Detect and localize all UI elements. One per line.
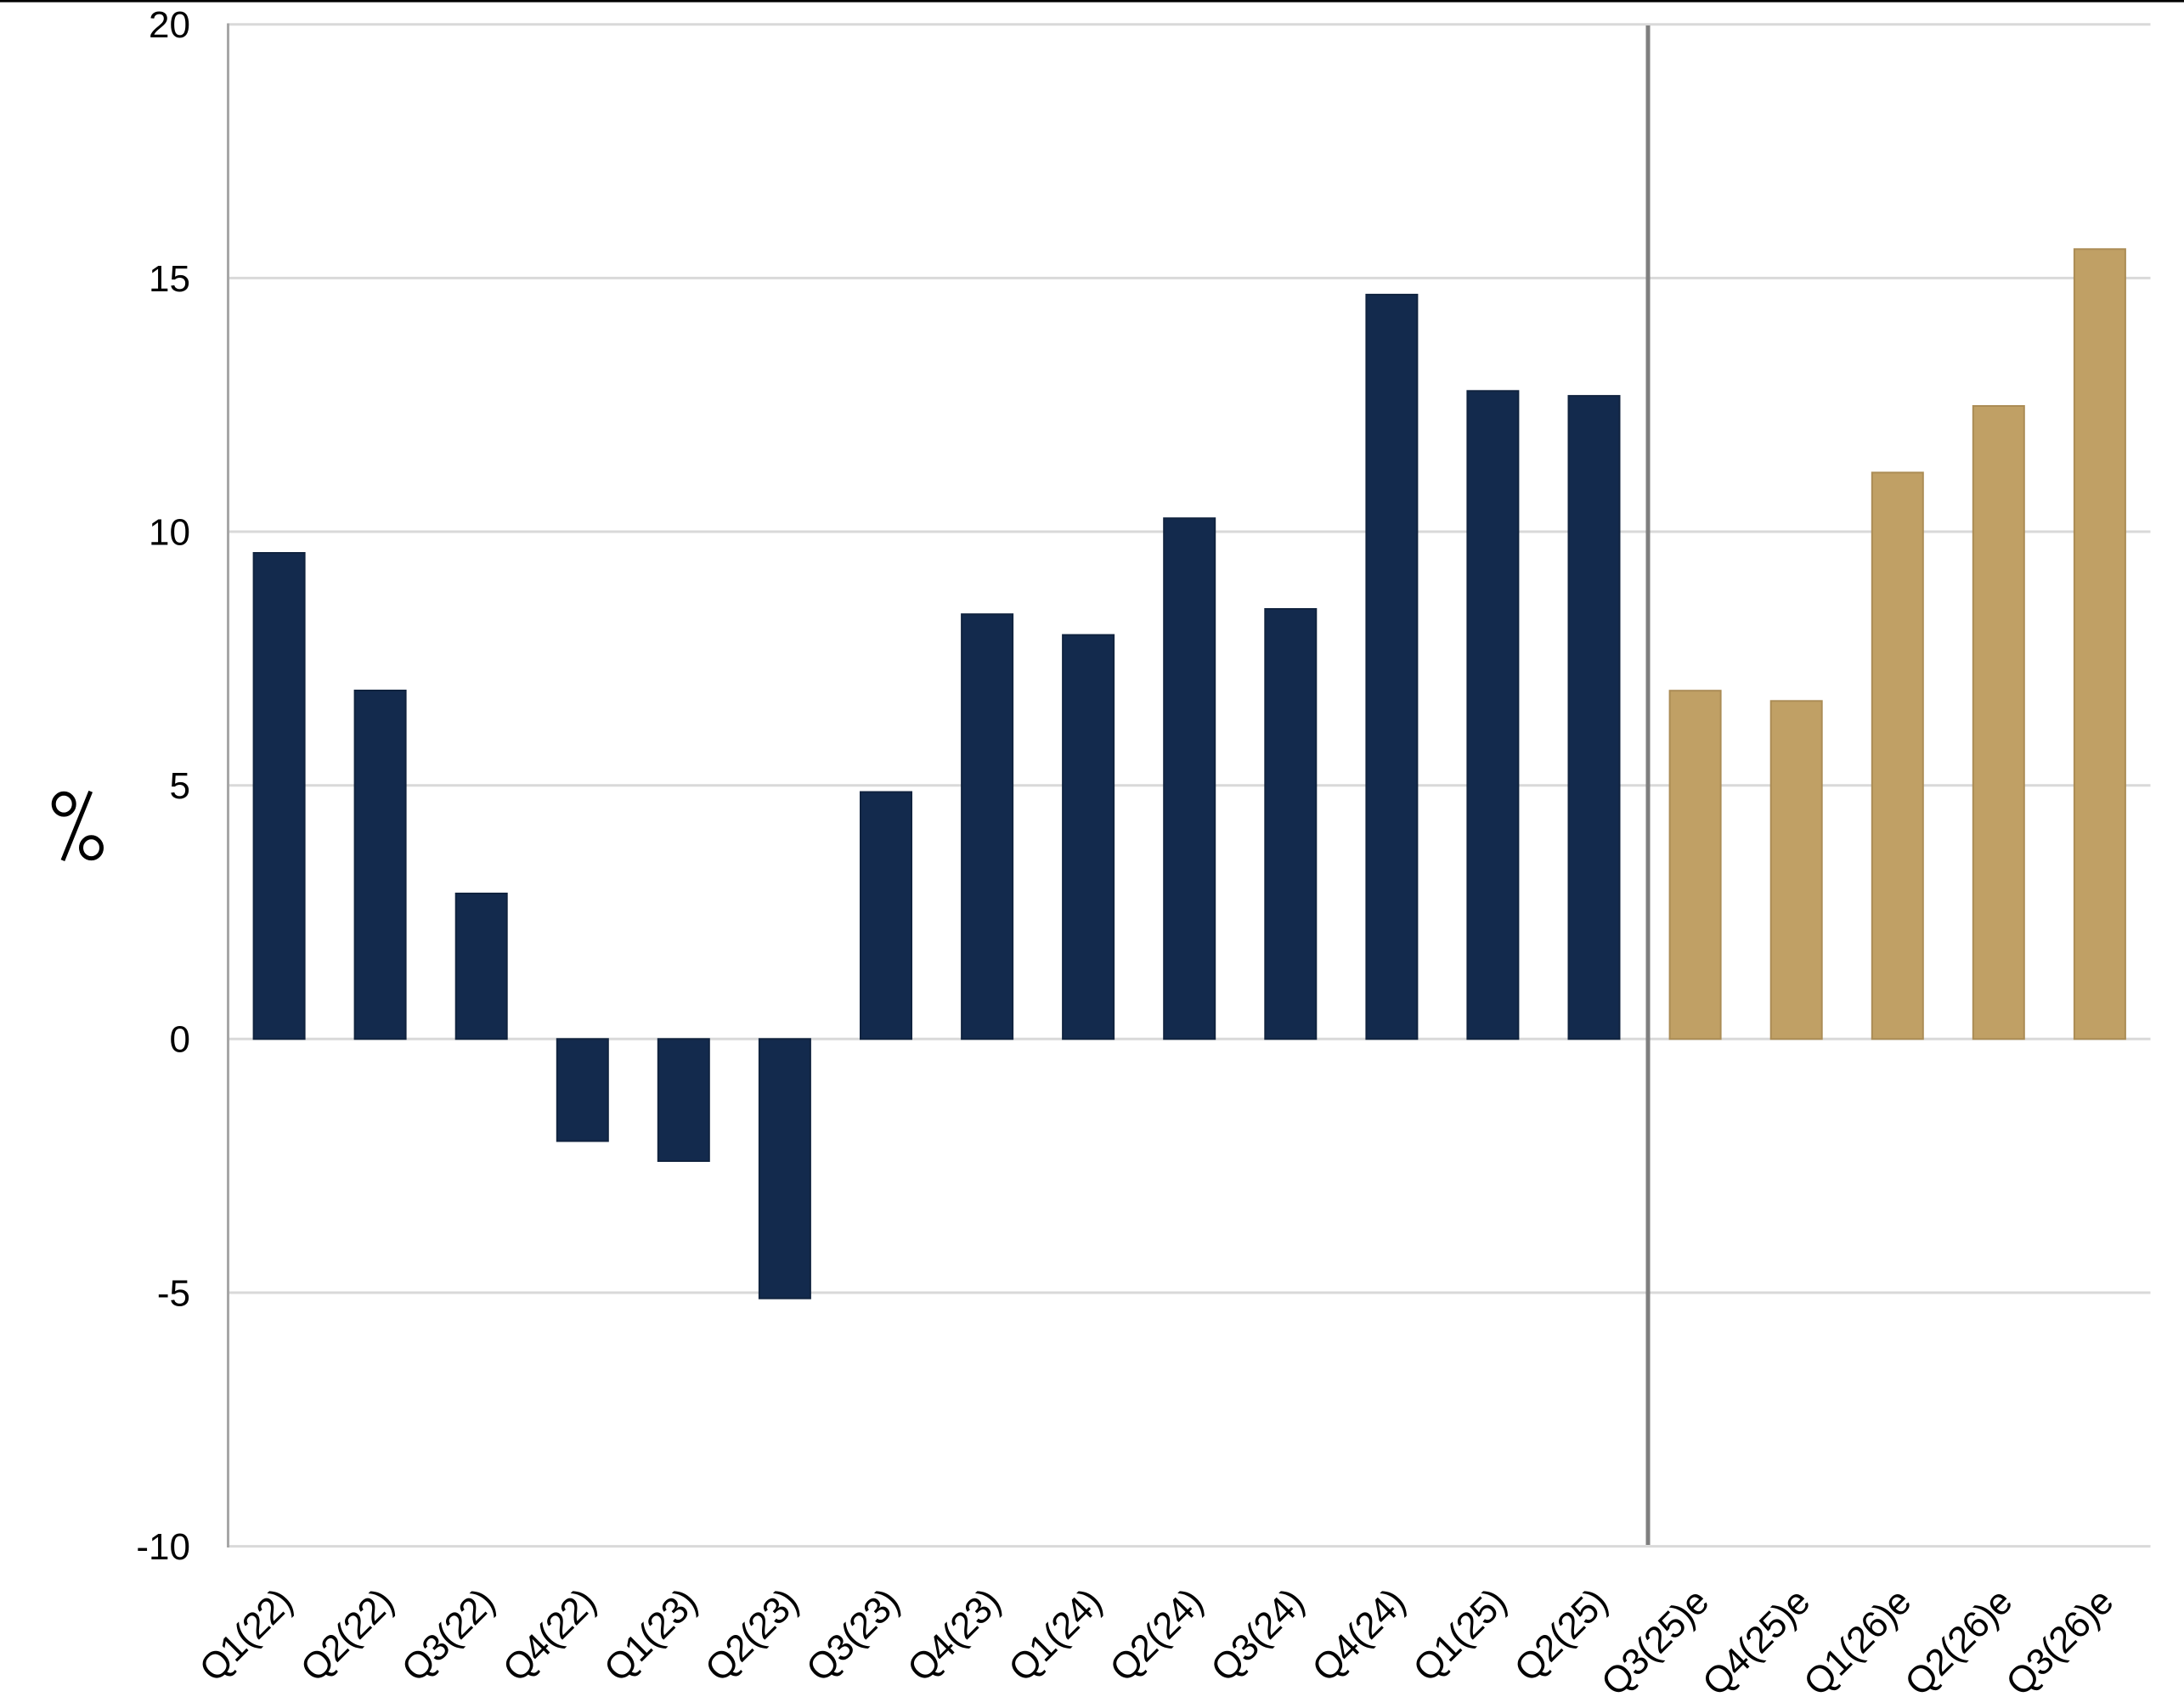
svg-text:10: 10	[149, 511, 190, 553]
svg-text:-5: -5	[157, 1272, 190, 1314]
svg-text:0: 0	[170, 1019, 190, 1061]
svg-text:20: 20	[149, 4, 190, 46]
svg-text:-10: -10	[136, 1526, 190, 1568]
svg-text:5: 5	[170, 765, 190, 807]
svg-text:15: 15	[149, 258, 190, 300]
